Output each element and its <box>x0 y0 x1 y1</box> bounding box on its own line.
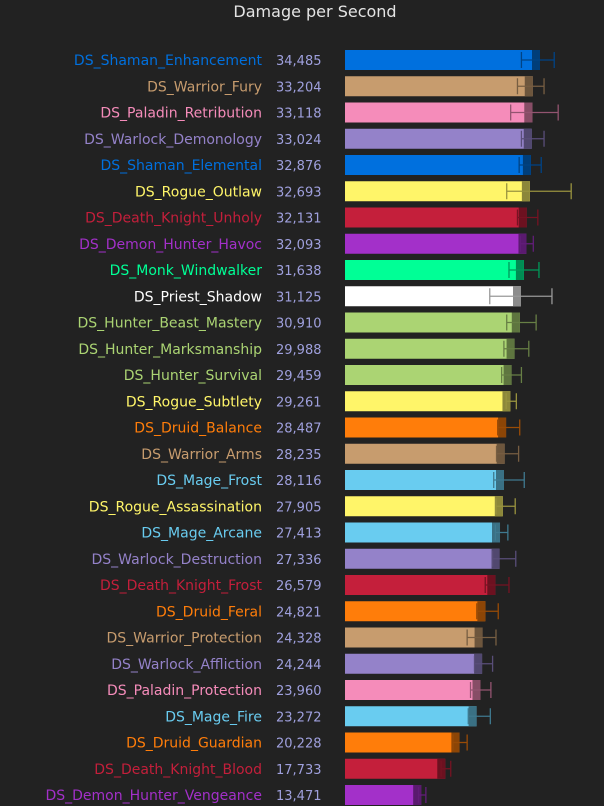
series-ds-warlock-demonology-bar <box>345 128 532 149</box>
series-ds-death-knight-unholy-value-label: 32,131 <box>276 212 322 227</box>
series-ds-druid-balance-label: DS_Druid_Balance <box>134 421 262 437</box>
series-ds-mage-fire-value-label: 23,272 <box>276 710 322 725</box>
series-ds-death-knight-frost-value-label: 26,579 <box>276 579 322 594</box>
series-ds-demon-hunter-vengeance-label: DS_Demon_Hunter_Vengeance <box>45 788 262 804</box>
series-ds-demon-hunter-havoc-bar <box>345 233 527 254</box>
series-ds-mage-frost-value-label: 28,116 <box>276 474 322 489</box>
series-ds-death-knight-frost-bar <box>345 575 496 595</box>
series-ds-druid-feral-value-label: 24,821 <box>276 605 322 620</box>
series-ds-paladin-protection-label: DS_Paladin_Protection <box>107 683 262 699</box>
series-ds-priest-shadow-label: DS_Priest_Shadow <box>134 289 262 305</box>
series-ds-rogue-assassination-bar <box>345 496 503 517</box>
series-ds-druid-guardian-bar <box>345 732 460 753</box>
series-ds-warrior-fury-label: DS_Warrior_Fury <box>147 79 262 95</box>
series-ds-priest-shadow-bar <box>345 286 522 307</box>
series-ds-rogue-subtlety-bar <box>345 391 511 412</box>
series-ds-paladin-retribution-bar <box>345 102 533 123</box>
series-ds-warrior-fury-value-label: 33,204 <box>276 80 322 95</box>
series-ds-rogue-subtlety-value-label: 29,261 <box>276 395 322 410</box>
series-ds-hunter-beast-mastery-value-label: 30,910 <box>276 317 322 332</box>
series-ds-death-knight-blood-label: DS_Death_Knight_Blood <box>94 762 262 778</box>
series-ds-rogue-assassination-label: DS_Rogue_Assassination <box>89 499 262 515</box>
series-ds-monk-windwalker-label: DS_Monk_Windwalker <box>110 263 263 279</box>
series-ds-death-knight-blood-value-label: 17,733 <box>276 763 322 778</box>
series-ds-hunter-survival-bar <box>345 365 512 385</box>
series-ds-death-knight-unholy-bar <box>345 207 527 228</box>
series-ds-warrior-fury-bar <box>345 76 533 97</box>
series-ds-warrior-arms-label: DS_Warrior_Arms <box>141 447 262 463</box>
series-ds-hunter-marksmanship-value-label: 29,988 <box>276 343 322 358</box>
series-ds-shaman-elemental-label: DS_Shaman_Elemental <box>100 158 262 174</box>
series-ds-druid-feral-bar <box>345 601 486 622</box>
series-ds-mage-fire-label: DS_Mage_Fire <box>165 709 262 725</box>
series-ds-warrior-protection-bar <box>345 627 483 648</box>
series-ds-death-knight-unholy-label: DS_Death_Knight_Unholy <box>85 211 262 227</box>
series-ds-demon-hunter-vengeance-bar-tip <box>413 785 422 805</box>
series-ds-warlock-demonology-value-label: 33,024 <box>276 133 322 148</box>
series-ds-druid-guardian-label: DS_Druid_Guardian <box>126 736 262 752</box>
series-ds-warlock-destruction-label: DS_Warlock_Destruction <box>91 552 262 568</box>
series-ds-shaman-enhancement-value-label: 34,485 <box>276 54 322 69</box>
series-ds-warlock-destruction-value-label: 27,336 <box>276 553 322 568</box>
series-ds-demon-hunter-havoc-value-label: 32,093 <box>276 238 322 253</box>
series-ds-death-knight-frost-label: DS_Death_Knight_Frost <box>100 578 263 594</box>
series-ds-warlock-affliction-label: DS_Warlock_Affliction <box>111 657 262 673</box>
series-ds-warlock-destruction-bar <box>345 548 500 569</box>
series-ds-death-knight-blood-bar <box>345 758 446 779</box>
series-ds-hunter-marksmanship-bar <box>345 338 515 359</box>
series-ds-demon-hunter-vengeance-value-label: 13,471 <box>276 789 322 804</box>
series-ds-rogue-outlaw-label: DS_Rogue_Outlaw <box>135 184 262 200</box>
series-ds-druid-balance-value-label: 28,487 <box>276 422 322 437</box>
series-ds-druid-guardian-value-label: 20,228 <box>276 737 322 752</box>
series-ds-monk-windwalker-bar <box>345 260 524 280</box>
series-ds-priest-shadow-value-label: 31,125 <box>276 290 322 305</box>
series-ds-paladin-protection-value-label: 23,960 <box>276 684 322 699</box>
series-ds-demon-hunter-vengeance-bar <box>345 785 422 805</box>
series-ds-mage-frost-bar <box>345 470 504 490</box>
series-ds-mage-frost-label: DS_Mage_Frost <box>156 473 262 489</box>
series-ds-hunter-beast-mastery-label: DS_Hunter_Beast_Mastery <box>78 316 262 332</box>
series-ds-warrior-protection-label: DS_Warrior_Protection <box>107 631 263 647</box>
series-ds-mage-arcane-bar <box>345 522 501 543</box>
series-ds-rogue-outlaw-value-label: 32,693 <box>276 185 322 200</box>
series-ds-rogue-assassination-value-label: 27,905 <box>276 500 322 515</box>
series-ds-warrior-arms-value-label: 28,235 <box>276 448 322 463</box>
series-ds-shaman-enhancement-label: DS_Shaman_Enhancement <box>74 53 263 69</box>
series-ds-monk-windwalker-value-label: 31,638 <box>276 264 322 279</box>
series-ds-rogue-subtlety-label: DS_Rogue_Subtlety <box>126 394 262 410</box>
series-ds-mage-arcane-value-label: 27,413 <box>276 527 322 542</box>
series-ds-hunter-beast-mastery-bar <box>345 312 520 333</box>
chart-title: Damage per Second <box>233 2 397 21</box>
series-ds-hunter-survival-label: DS_Hunter_Survival <box>124 368 262 384</box>
series-ds-hunter-survival-value-label: 29,459 <box>276 369 322 384</box>
series-ds-shaman-enhancement-bar <box>345 50 540 70</box>
series-ds-druid-feral-label: DS_Druid_Feral <box>156 604 262 620</box>
series-ds-paladin-retribution-label: DS_Paladin_Retribution <box>100 106 262 122</box>
series-ds-rogue-outlaw-bar <box>345 181 530 202</box>
series-ds-demon-hunter-havoc-label: DS_Demon_Hunter_Havoc <box>79 237 262 253</box>
series-ds-warlock-affliction-value-label: 24,244 <box>276 658 322 673</box>
series-ds-shaman-elemental-bar <box>345 155 531 175</box>
series-ds-paladin-protection-bar <box>345 680 481 700</box>
series-ds-druid-balance-bar <box>345 417 507 438</box>
series-ds-paladin-retribution-value-label: 33,118 <box>276 107 322 122</box>
series-ds-mage-arcane-label: DS_Mage_Arcane <box>141 526 262 542</box>
series-ds-warlock-affliction-bar <box>345 653 483 674</box>
series-ds-shaman-elemental-value-label: 32,876 <box>276 159 322 174</box>
series-ds-mage-fire-bar <box>345 706 477 727</box>
series-ds-hunter-marksmanship-label: DS_Hunter_Marksmanship <box>78 342 262 358</box>
series-ds-warrior-protection-value-label: 24,328 <box>276 632 322 647</box>
series-ds-warlock-demonology-label: DS_Warlock_Demonology <box>84 132 262 148</box>
series-ds-warrior-arms-bar <box>345 443 505 464</box>
